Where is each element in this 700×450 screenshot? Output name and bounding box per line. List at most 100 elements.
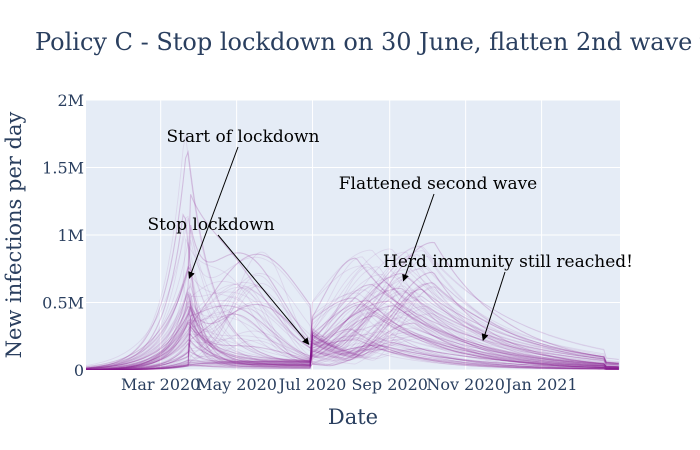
- simulation-line: [86, 263, 619, 370]
- simulation-line: [86, 311, 619, 370]
- simulation-line: [86, 283, 619, 370]
- simulation-line: [86, 330, 619, 370]
- simulation-line: [86, 266, 619, 369]
- simulation-line: [86, 218, 619, 370]
- simulation-line: [86, 300, 619, 370]
- simulation-line: [86, 280, 619, 370]
- annotation-arrow: [188, 146, 239, 279]
- simulation-line: [86, 215, 619, 370]
- simulation-line: [86, 256, 619, 370]
- simulation-line: [86, 242, 619, 369]
- simulation-line: [86, 328, 619, 370]
- x-gridlines: [160, 100, 543, 370]
- annotation-arrow: [217, 234, 310, 345]
- simulation-line: [86, 290, 619, 370]
- simulation-line: [86, 257, 619, 370]
- simulation-line: [86, 296, 619, 370]
- x-tick-label: Mar 2020: [121, 375, 200, 394]
- simulation-line: [86, 284, 619, 370]
- x-axis-title: Date: [328, 405, 378, 429]
- simulation-line: [86, 292, 619, 370]
- simulation-line: [86, 249, 619, 370]
- simulation-line: [86, 291, 619, 370]
- simulation-line: [86, 285, 619, 370]
- simulation-line: [86, 289, 619, 370]
- simulation-line: [86, 313, 619, 370]
- annotation-label: Start of lockdown: [166, 127, 319, 147]
- simulation-line: [86, 250, 619, 370]
- simulation-line: [86, 282, 619, 370]
- simulation-line: [86, 307, 619, 370]
- simulation-line: [86, 224, 619, 370]
- simulation-line: [86, 241, 619, 370]
- simulation-line: [86, 267, 619, 370]
- x-tick-label: Jul 2020: [277, 375, 347, 394]
- simulation-line: [86, 324, 619, 370]
- simulation-line: [86, 291, 619, 370]
- simulation-line: [86, 263, 619, 370]
- simulation-line: [86, 273, 619, 370]
- x-tick-label: Nov 2020: [426, 375, 504, 394]
- simulation-line: [86, 303, 619, 370]
- simulation-line: [86, 285, 619, 369]
- simulation-lines: [86, 134, 619, 370]
- simulation-line: [86, 272, 619, 370]
- simulation-line: [86, 301, 619, 370]
- annotation-label: Stop lockdown: [147, 215, 274, 235]
- simulation-line: [86, 284, 619, 370]
- simulation-line: [86, 334, 619, 370]
- y-tick-label: 0: [74, 361, 84, 380]
- simulation-line: [86, 283, 619, 370]
- simulation-line: [86, 277, 619, 370]
- simulation-line: [86, 149, 619, 369]
- simulation-line: [86, 319, 619, 370]
- simulation-line: [86, 194, 619, 369]
- y-tick-label: 2M: [57, 91, 84, 110]
- simulation-line: [86, 335, 619, 370]
- y-axis-title: New infections per day: [2, 111, 26, 358]
- simulation-line: [86, 283, 619, 370]
- simulation-line: [86, 213, 619, 370]
- x-tick-label: Jan 2021: [504, 375, 578, 394]
- simulation-line: [86, 265, 619, 368]
- simulation-line: [86, 283, 619, 370]
- simulation-line: [86, 307, 619, 370]
- x-tick-label: May 2020: [196, 375, 277, 394]
- x-tick-label: Sep 2020: [351, 375, 427, 394]
- simulation-line: [86, 253, 619, 370]
- y-tick-label: 0.5M: [42, 294, 84, 313]
- simulation-line: [86, 300, 619, 370]
- simulation-line: [86, 305, 619, 370]
- simulation-line: [86, 316, 619, 370]
- simulation-line: [86, 289, 619, 370]
- simulation-line: [86, 254, 619, 369]
- simulation-line: [86, 283, 619, 370]
- simulation-line: [86, 305, 619, 370]
- simulation-line: [86, 291, 619, 370]
- simulation-line: [86, 239, 619, 370]
- simulation-line: [86, 268, 619, 370]
- simulation-line: [86, 333, 619, 370]
- simulation-line: [86, 303, 619, 370]
- annotation-arrow: [481, 271, 506, 341]
- simulation-line: [86, 299, 619, 370]
- simulation-line: [86, 328, 619, 370]
- simulation-line: [86, 269, 619, 370]
- annotation-label: Flattened second wave: [339, 174, 538, 194]
- simulation-line: [86, 285, 619, 370]
- simulation-line: [86, 251, 619, 370]
- y-gridlines: [86, 99, 620, 371]
- chart-title: Policy C - Stop lockdown on 30 June, fla…: [35, 28, 700, 56]
- simulation-line: [86, 300, 619, 370]
- simulation-line: [86, 310, 619, 370]
- simulation-line: [86, 305, 619, 370]
- simulation-line: [86, 334, 619, 370]
- simulation-line: [86, 254, 619, 370]
- simulation-line: [86, 343, 619, 370]
- simulation-line: [86, 289, 619, 370]
- simulation-line: [86, 282, 619, 370]
- simulation-line: [86, 282, 619, 369]
- y-axis-ticks: 0 0.5M 1M 1.5M 2M: [42, 91, 84, 380]
